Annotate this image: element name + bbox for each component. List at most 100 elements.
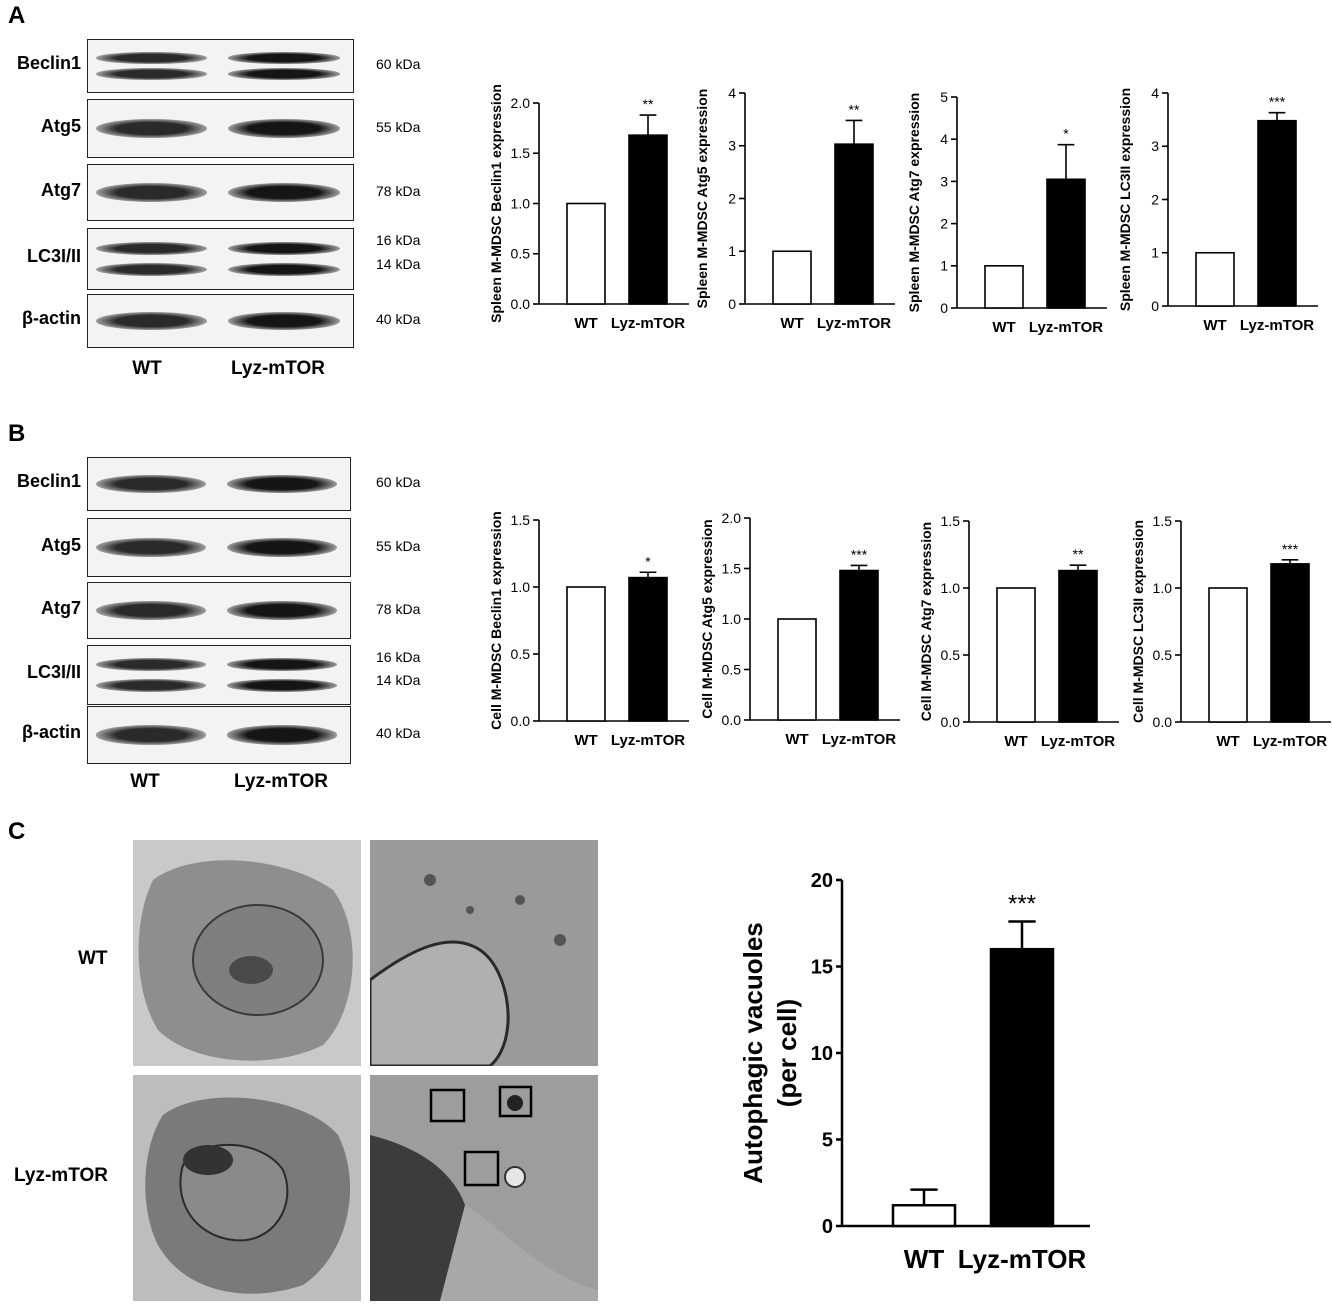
y-tick-label: 0.5: [941, 647, 961, 663]
blot-strip: [87, 164, 354, 221]
y-tick-label: 2: [1151, 191, 1159, 207]
y-tick-label: 0.0: [511, 713, 531, 729]
y-tick-label: 4: [940, 131, 948, 147]
blot-label: Atg7: [41, 179, 81, 200]
protein-band: [95, 183, 208, 202]
y-tick-label: 2: [940, 216, 948, 232]
y-tick-label: 3: [1151, 138, 1159, 154]
y-axis-label: Spleen M-MDSC Atg5 expression: [694, 89, 710, 309]
x-tick-label: Lyz-mTOR: [1253, 733, 1327, 750]
y-axis-label: Cell M-MDSC Atg5 expression: [699, 519, 715, 718]
protein-band: [95, 658, 206, 671]
kda-label: 78 kDa: [376, 600, 421, 617]
y-tick-label: 1: [1151, 245, 1159, 261]
protein-band: [228, 312, 340, 330]
protein-band: [95, 118, 208, 139]
x-tick-label: WT: [1203, 317, 1226, 334]
blot-label: Beclin1: [16, 471, 81, 491]
x-tick-label: WT: [785, 731, 808, 748]
bar-lyz-mtor: [1058, 569, 1098, 723]
blot-label: Atg5: [41, 115, 81, 136]
bar-lyz-mtor: [989, 947, 1055, 1228]
bar-wt: [984, 264, 1024, 309]
roi-box: [463, 1150, 500, 1187]
y-tick-label: 1: [940, 258, 948, 274]
y-tick-label: 1.0: [722, 611, 742, 627]
protein-band: [95, 68, 208, 80]
protein-band: [226, 601, 337, 620]
blot-label: Atg7: [41, 597, 81, 618]
x-tick-label: WT: [574, 315, 597, 332]
x-tick-label: WT: [1004, 733, 1027, 750]
y-tick-label: 1.5: [1153, 513, 1173, 529]
y-tick-label: 0: [940, 300, 948, 316]
y-tick-label: 0.0: [722, 712, 742, 728]
bar-wt: [777, 618, 817, 721]
bar-wt: [772, 250, 812, 305]
significance-label: ***: [1282, 541, 1299, 557]
y-tick-label: 20: [811, 870, 833, 892]
protein-band: [95, 241, 208, 255]
y-axis-label: Spleen M-MDSC Atg7 expression: [906, 93, 922, 313]
protein-band: [226, 679, 337, 692]
em-image-lyz-mtor-low: [133, 1075, 361, 1301]
y-tick-label: 15: [811, 957, 833, 979]
protein-band: [228, 52, 340, 64]
x-tick-label: Lyz-mTOR: [1029, 319, 1103, 336]
kda-label: 16 kDa: [376, 232, 421, 249]
kda-label: 60 kDa: [376, 56, 421, 72]
bar-lyz-mtor: [1270, 563, 1310, 723]
y-axis-label: Spleen M-MDSC LC3II expression: [1117, 88, 1133, 311]
protein-band: [95, 601, 206, 620]
em-row-label-wt: WT: [78, 948, 108, 969]
lane-label-lyz-mtor: Lyz-mTOR: [234, 771, 328, 792]
bar-wt: [566, 202, 606, 305]
y-tick-label: 0: [822, 1216, 833, 1238]
blot-strip: [87, 228, 354, 290]
x-tick-label: WT: [1216, 733, 1239, 750]
significance-label: ***: [1269, 94, 1286, 110]
blot-strip: [87, 645, 351, 705]
protein-band: [95, 312, 208, 330]
em-row-label-lyz-mtor: Lyz-mTOR: [14, 1165, 108, 1186]
kda-label: 14 kDa: [376, 256, 421, 273]
panel-letter-a: A: [8, 2, 26, 29]
y-tick-label: 0: [728, 296, 736, 312]
protein-band: [228, 241, 340, 255]
lane-label-lyz-mtor: Lyz-mTOR: [231, 358, 325, 379]
protein-band: [95, 679, 206, 692]
x-tick-label: Lyz-mTOR: [611, 315, 685, 332]
y-tick-label: 2.0: [722, 510, 742, 526]
y-tick-label: 1.5: [511, 145, 531, 161]
x-tick-label: WT: [904, 1244, 945, 1274]
y-tick-label: 4: [728, 85, 736, 101]
blot-label: Beclin1: [16, 53, 81, 73]
y-tick-label: 10: [811, 1043, 833, 1065]
y-tick-label: 1.5: [722, 560, 742, 576]
kda-label: 55 kDa: [376, 118, 421, 135]
blot-strip: [87, 39, 354, 93]
bar-wt: [891, 1203, 957, 1228]
blot-strip: [87, 582, 351, 639]
y-tick-label: 5: [940, 89, 948, 105]
y-axis-label: Spleen M-MDSC Beclin1 expression: [488, 84, 504, 323]
y-tick-label: 1.0: [511, 195, 531, 211]
kda-label: 40 kDa: [376, 311, 421, 327]
bar-wt: [1195, 251, 1235, 307]
x-tick-label: Lyz-mTOR: [1240, 317, 1314, 334]
y-tick-label: 1.0: [511, 579, 531, 595]
x-tick-label: WT: [574, 732, 597, 749]
x-tick-label: Lyz-mTOR: [958, 1244, 1087, 1274]
panel-letter-b: B: [8, 420, 26, 447]
protein-band: [95, 725, 206, 745]
y-tick-label: 2.0: [511, 95, 531, 111]
y-axis-label: (per cell): [772, 999, 802, 1107]
y-tick-label: 0.0: [941, 714, 961, 730]
blot-strip: [87, 457, 351, 511]
blot-label: LC3I/II: [26, 246, 81, 266]
x-tick-label: Lyz-mTOR: [822, 731, 896, 748]
bar-wt: [1208, 587, 1248, 723]
blot-label: β-actin: [22, 722, 81, 742]
y-tick-label: 3: [940, 173, 948, 189]
bar-wt: [996, 587, 1036, 723]
